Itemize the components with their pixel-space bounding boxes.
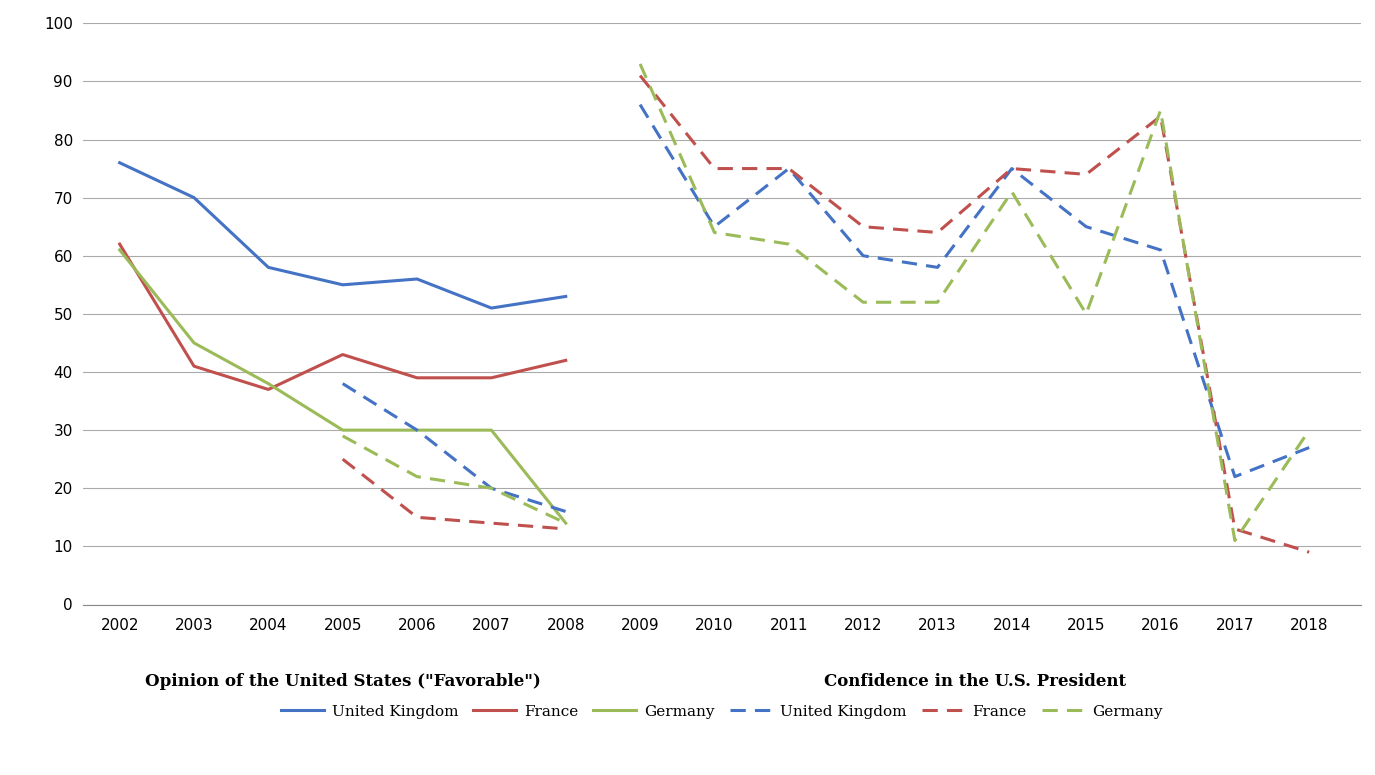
- Legend: United Kingdom, France, Germany, United Kingdom, France, Germany: United Kingdom, France, Germany, United …: [275, 698, 1169, 725]
- Text: Confidence in the U.S. President: Confidence in the U.S. President: [824, 673, 1126, 690]
- Text: Opinion of the United States ("Favorable"): Opinion of the United States ("Favorable…: [144, 673, 540, 690]
